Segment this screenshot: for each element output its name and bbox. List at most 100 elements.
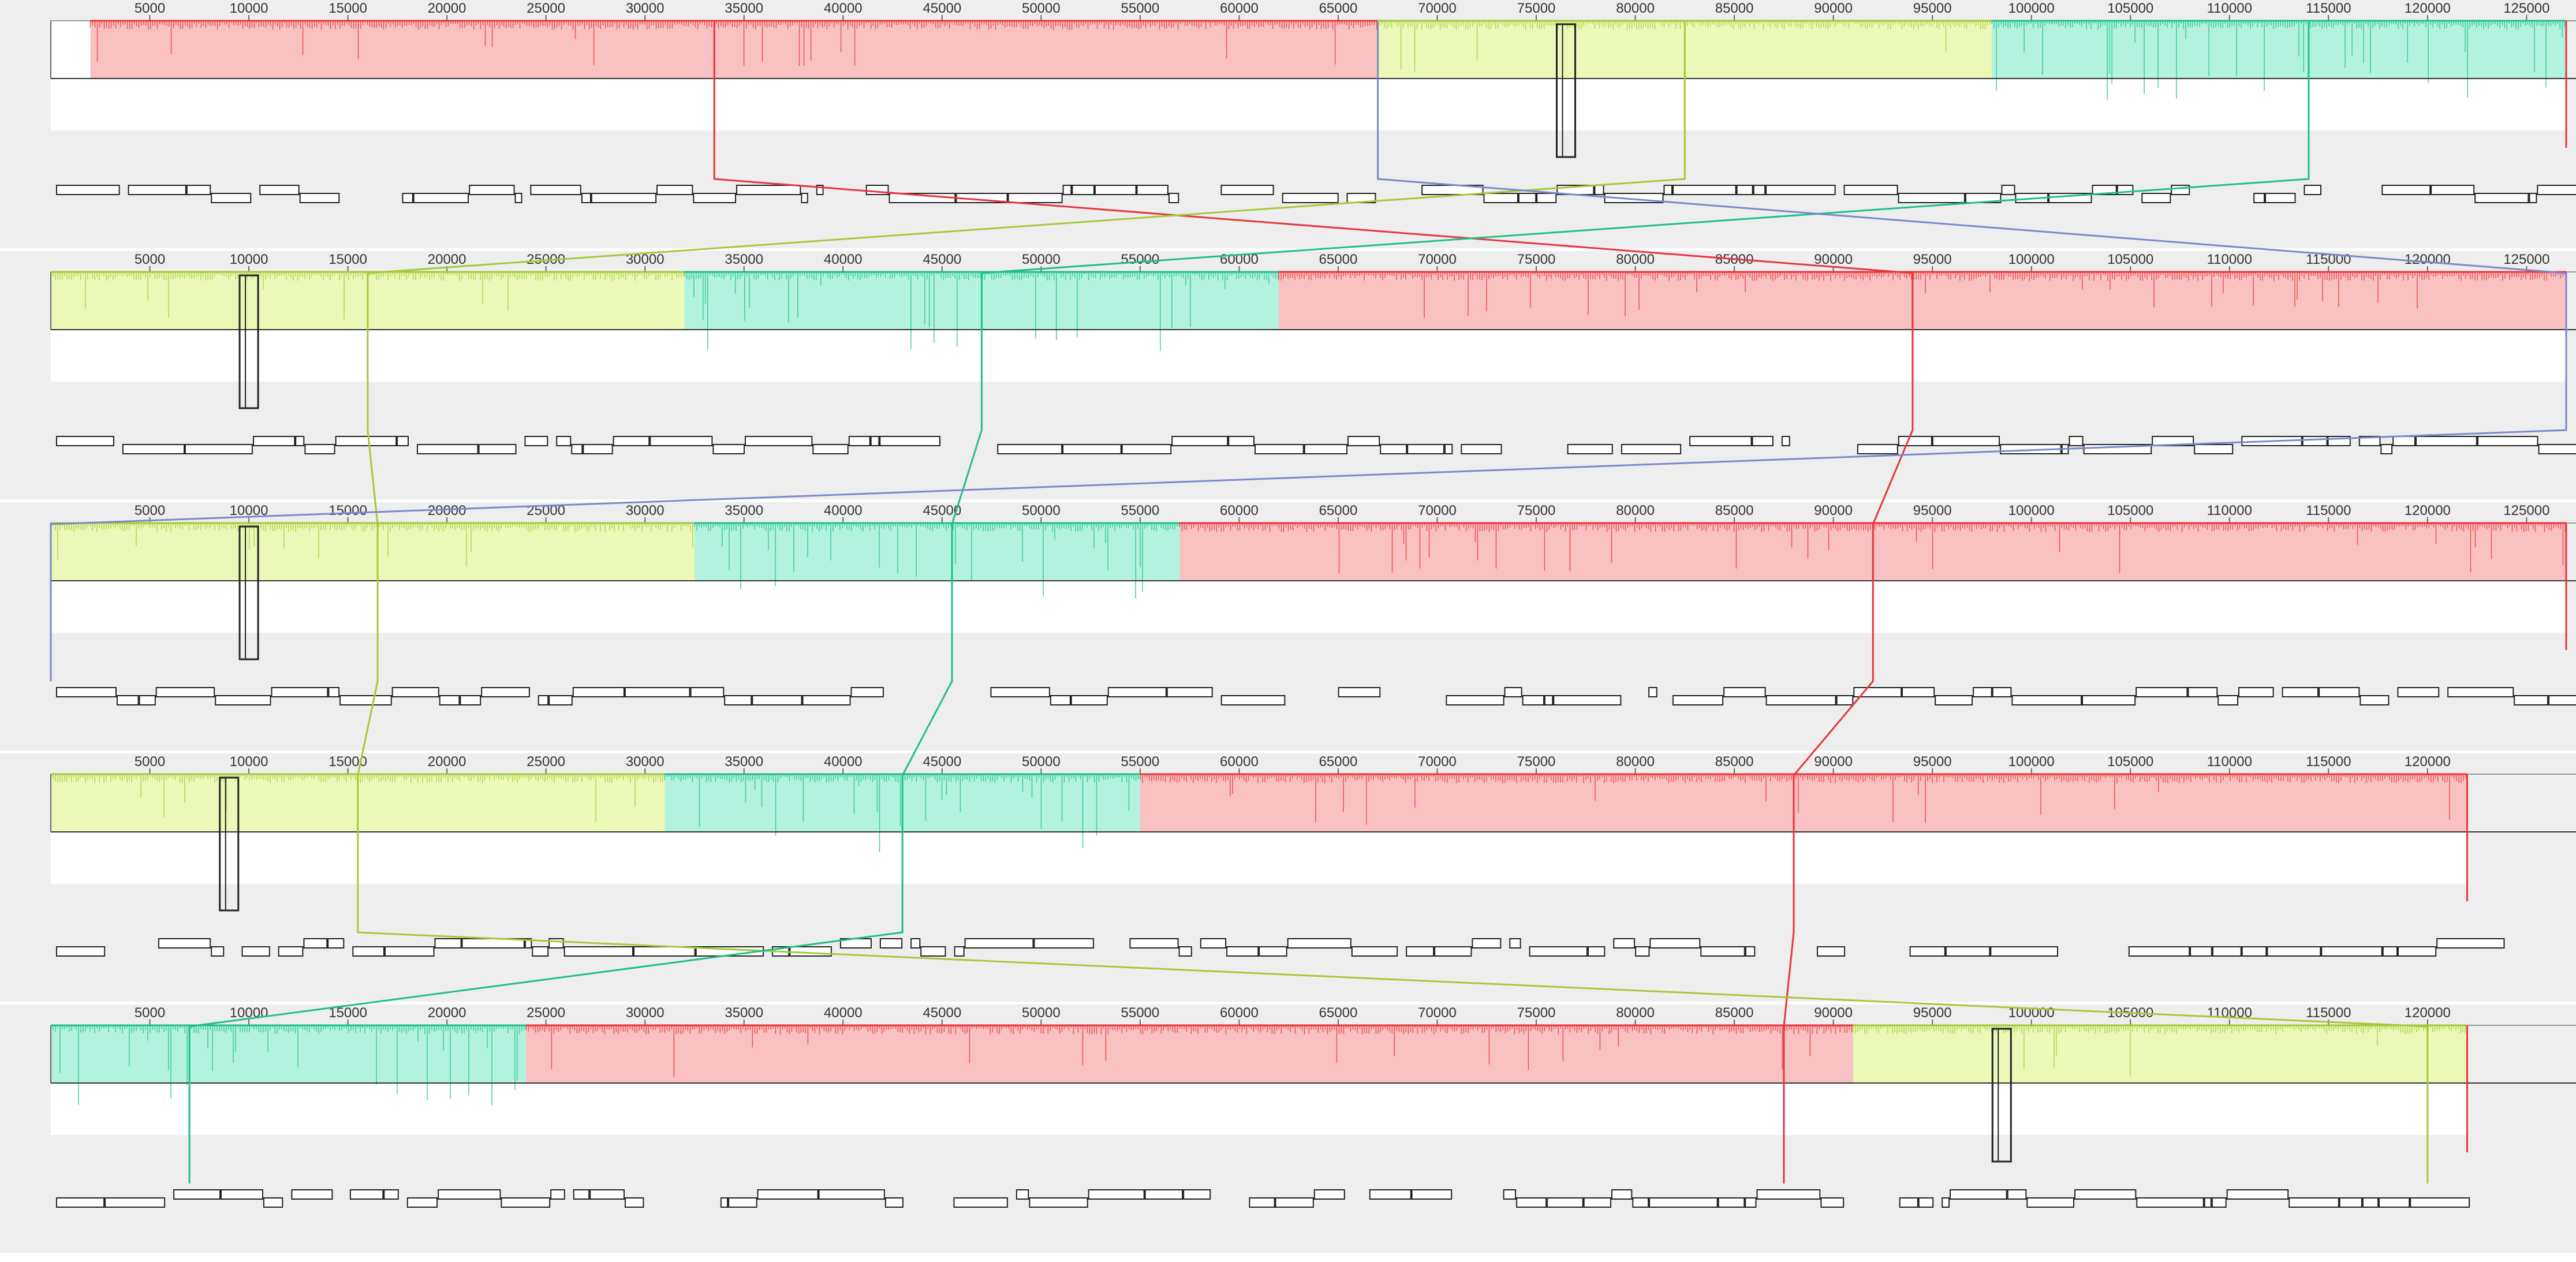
ruler-tick-label: 20000 bbox=[428, 1, 466, 16]
ruler-tick-label: 40000 bbox=[824, 1, 863, 16]
ruler-tick-label: 110000 bbox=[2207, 252, 2252, 267]
ruler-tick-label: 25000 bbox=[527, 1, 565, 16]
ruler-tick-label: 70000 bbox=[1418, 503, 1457, 518]
ruler-tick-label: 65000 bbox=[1319, 503, 1358, 518]
ruler-tick-label: 100000 bbox=[2008, 252, 2055, 267]
ruler-tick-label: 120000 bbox=[2405, 503, 2451, 518]
ruler-tick-label: 50000 bbox=[1022, 1, 1061, 16]
ruler-tick-label: 25000 bbox=[527, 1005, 565, 1021]
genome-panel: 5000 10000 15000 20000 25000 30000 35000 40000 4… bbox=[0, 502, 2576, 751]
selection-box-marker[interactable] bbox=[219, 776, 240, 912]
ruler-tick-label: 5000 bbox=[135, 1005, 165, 1021]
ruler-tick-label: 85000 bbox=[1715, 1005, 1754, 1021]
ruler-tick-label: 30000 bbox=[626, 1, 664, 16]
connection-line[interactable] bbox=[50, 22, 2567, 681]
ruler-tick-label: 60000 bbox=[1220, 754, 1259, 770]
ruler-tick-label: 10000 bbox=[230, 754, 268, 770]
ruler-tick-label: 75000 bbox=[1517, 252, 1556, 267]
ruler-tick-label: 105000 bbox=[2107, 754, 2153, 770]
ruler-tick-label: 65000 bbox=[1319, 252, 1358, 267]
ruler-tick-label: 5000 bbox=[135, 1, 165, 16]
ruler-tick-label: 110000 bbox=[2207, 1, 2252, 16]
ruler-tick-label: 120000 bbox=[2405, 252, 2451, 267]
ruler-tick-label: 60000 bbox=[1220, 1005, 1259, 1021]
ruler-tick-label: 55000 bbox=[1121, 503, 1160, 518]
ruler-tick-label: 85000 bbox=[1715, 1, 1754, 16]
ruler-tick-label: 40000 bbox=[824, 1005, 863, 1021]
selection-box-marker[interactable] bbox=[1555, 23, 1576, 158]
ruler-tick-label: 90000 bbox=[1814, 1, 1853, 16]
ruler-tick-label: 30000 bbox=[626, 503, 664, 518]
ruler-tick-label: 105000 bbox=[2107, 503, 2153, 518]
ruler-tick-label: 55000 bbox=[1121, 252, 1160, 267]
ruler-tick-label: 40000 bbox=[824, 252, 863, 267]
selection-box-marker[interactable] bbox=[238, 274, 259, 409]
ruler-tick-label: 105000 bbox=[2107, 252, 2153, 267]
ruler-tick-label: 55000 bbox=[1121, 1, 1160, 16]
ruler-tick-label: 10000 bbox=[230, 252, 268, 267]
ruler-tick-label: 120000 bbox=[2405, 1, 2451, 16]
ruler-tick-label: 125000 bbox=[2503, 503, 2549, 518]
selection-box-marker[interactable] bbox=[1991, 1028, 2012, 1163]
ruler-tick-label: 35000 bbox=[725, 1, 763, 16]
ruler-tick-label: 125000 bbox=[2503, 1, 2549, 16]
ruler-tick-label: 115000 bbox=[2306, 1, 2351, 16]
ruler-tick-label: 40000 bbox=[824, 503, 863, 518]
lcb-block[interactable] bbox=[1278, 271, 2566, 330]
lcb-block[interactable] bbox=[50, 1024, 527, 1106]
ruler-tick-label: 105000 bbox=[2107, 1, 2153, 16]
ruler-tick-label: 80000 bbox=[1616, 252, 1655, 267]
ruler-tick-label: 85000 bbox=[1715, 754, 1754, 770]
ruler-tick-label: 70000 bbox=[1418, 754, 1457, 770]
ruler-tick-label: 80000 bbox=[1616, 1005, 1655, 1021]
connection-line[interactable] bbox=[713, 22, 1914, 1183]
ruler-tick-label: 20000 bbox=[428, 252, 466, 267]
ruler-tick-label: 90000 bbox=[1814, 754, 1853, 770]
ruler-tick-label: 45000 bbox=[923, 754, 961, 770]
ruler-tick-label: 80000 bbox=[1616, 754, 1655, 770]
cds-annotation-track bbox=[56, 938, 2505, 957]
selection-box-marker[interactable] bbox=[238, 525, 259, 660]
ruler-tick-label: 125000 bbox=[2503, 252, 2549, 267]
ruler-tick-label: 20000 bbox=[428, 1005, 466, 1021]
ruler-tick-label: 65000 bbox=[1319, 1, 1358, 16]
lcb-block[interactable] bbox=[50, 522, 695, 581]
ruler-tick-label: 5000 bbox=[135, 754, 165, 770]
ruler-tick-label: 75000 bbox=[1517, 1005, 1556, 1021]
lcb-block[interactable] bbox=[1853, 1024, 2467, 1083]
connection-line[interactable] bbox=[188, 22, 2310, 1183]
ruler-tick-label: 45000 bbox=[923, 1, 961, 16]
lcb-block[interactable] bbox=[694, 522, 1180, 599]
ruler-tick-label: 70000 bbox=[1418, 1, 1457, 16]
ruler-tick-label: 50000 bbox=[1022, 1005, 1061, 1021]
ruler-tick-label: 80000 bbox=[1616, 1, 1655, 16]
lcb-block[interactable] bbox=[1991, 20, 2566, 100]
lcb-block[interactable] bbox=[525, 1024, 1853, 1083]
ruler-tick-label: 115000 bbox=[2306, 1005, 2351, 1021]
ruler-tick-label: 15000 bbox=[328, 503, 367, 518]
ruler-tick-label: 95000 bbox=[1913, 1, 1952, 16]
ruler-tick-label: 90000 bbox=[1814, 252, 1853, 267]
ruler-tick-label: 95000 bbox=[1913, 754, 1952, 770]
ruler-tick-label: 5000 bbox=[135, 503, 165, 518]
ruler-tick-label: 55000 bbox=[1121, 1005, 1160, 1021]
ruler-tick-label: 120000 bbox=[2405, 1005, 2451, 1021]
cds-annotation-track bbox=[56, 1189, 2470, 1208]
ruler-tick-label: 10000 bbox=[230, 1, 268, 16]
ruler-tick-label: 30000 bbox=[626, 1005, 664, 1021]
ruler-tick-label: 100000 bbox=[2008, 754, 2055, 770]
ruler-tick-label: 60000 bbox=[1220, 1, 1259, 16]
connection-line[interactable] bbox=[357, 22, 2429, 1183]
ruler-tick-label: 35000 bbox=[725, 503, 763, 518]
lcb-block[interactable] bbox=[89, 20, 1378, 79]
ruler-tick-label: 90000 bbox=[1814, 1005, 1853, 1021]
ruler-tick-label: 65000 bbox=[1319, 754, 1358, 770]
ruler-tick-label: 110000 bbox=[2207, 754, 2252, 770]
ruler-tick-label: 95000 bbox=[1913, 1005, 1952, 1021]
ruler-tick-label: 30000 bbox=[626, 754, 664, 770]
ruler-tick-label: 5000 bbox=[135, 252, 165, 267]
lcb-block[interactable] bbox=[1140, 773, 2467, 832]
genome-panel: 5000 10000 15000 20000 25000 30000 35000 40000 4… bbox=[0, 0, 2576, 248]
